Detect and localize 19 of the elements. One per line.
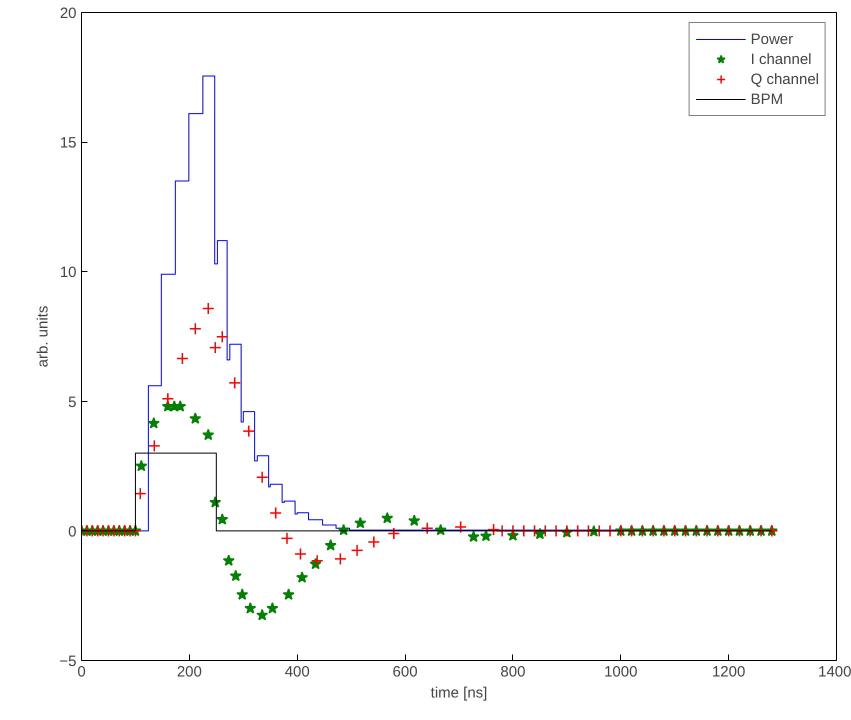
- x-tick-label: 800: [500, 664, 526, 680]
- y-tick-label: 15: [60, 134, 77, 152]
- x-tick-label: 1200: [712, 664, 746, 680]
- x-tick-label: 1400: [818, 664, 851, 680]
- legend-label: Power: [750, 30, 794, 48]
- x-tick-label: 1000: [604, 664, 638, 680]
- legend-label: BPM: [750, 90, 784, 108]
- y-axis-title: arb. units: [34, 306, 52, 368]
- x-axis-title: time [ns]: [430, 684, 488, 702]
- y-tick-label: −5: [59, 653, 77, 670]
- y-tick-label: 5: [68, 394, 76, 411]
- x-tick-label: 400: [284, 664, 310, 680]
- x-tick-label: 200: [176, 664, 202, 680]
- x-tick-label: 600: [392, 664, 418, 680]
- y-tick-label: 10: [60, 264, 77, 282]
- y-tick-label: 20: [60, 5, 77, 22]
- y-tick-label: 0: [68, 523, 76, 540]
- legend-label: I channel: [750, 50, 812, 68]
- legend-label: Q channel: [750, 70, 819, 88]
